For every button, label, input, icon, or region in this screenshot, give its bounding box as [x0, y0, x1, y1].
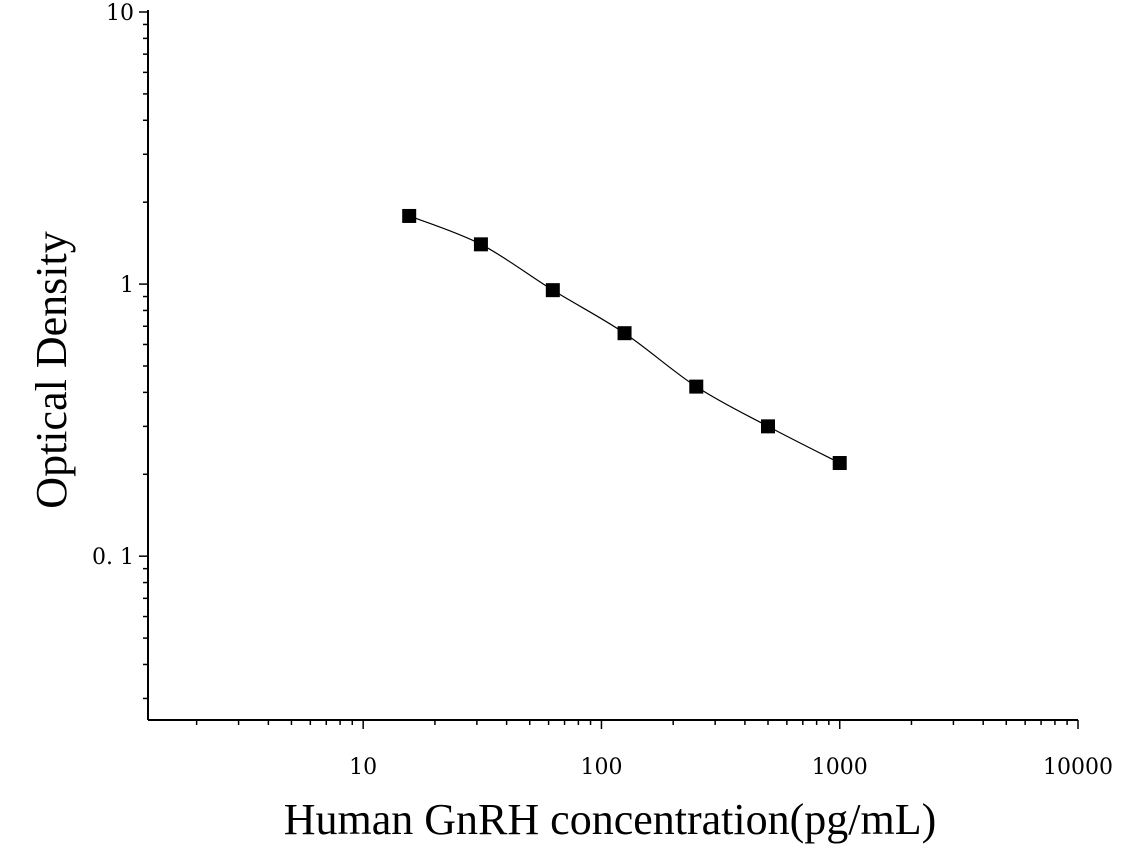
x-axis-ticks — [195, 720, 1079, 729]
data-point-marker — [617, 326, 632, 341]
data-point-marker — [761, 419, 775, 434]
y-tick-label: 10 — [106, 1, 134, 26]
y-axis-tick-labels: 10 1 0. 1 — [92, 1, 134, 570]
y-axis-ticks — [139, 11, 148, 700]
data-point-marker — [473, 237, 488, 252]
x-tick-label: 1000 — [812, 755, 868, 780]
x-axis-title: Human GnRH concentration(pg/mL) — [284, 795, 937, 844]
data-point-marker — [689, 379, 704, 394]
y-tick-label: 1 — [120, 273, 134, 298]
data-point-marker — [545, 283, 560, 298]
axes — [147, 10, 1078, 721]
data-point-marker — [832, 456, 847, 471]
x-axis-tick-labels: 10 100 1000 10000 — [349, 755, 1113, 780]
data-point-marker — [402, 208, 417, 223]
y-tick-label: 0. 1 — [92, 545, 134, 570]
x-tick-label: 10 — [349, 755, 377, 780]
x-tick-label: 10000 — [1043, 755, 1113, 780]
data-points — [402, 208, 847, 471]
x-tick-label: 100 — [580, 755, 622, 780]
y-axis-title: Optical Density — [27, 231, 76, 508]
